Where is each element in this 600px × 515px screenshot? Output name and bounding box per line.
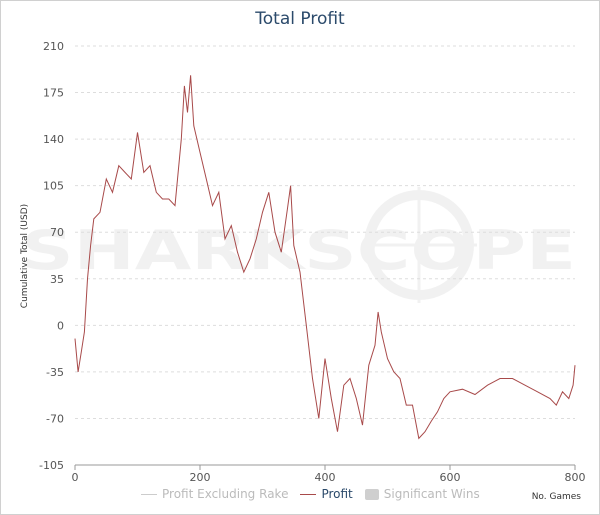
x-tick-label: 400 [315,471,336,484]
legend-box-icon [364,488,379,500]
watermark-crosshair-icon [364,190,474,300]
x-tick-label: 600 [440,471,461,484]
legend-label: Significant Wins [383,487,480,501]
chart-title: Total Profit [255,9,345,29]
y-tick-label: 70 [50,226,64,239]
grid [75,45,575,419]
y-tick-label: 175 [43,87,64,100]
y-tick-label: 210 [43,40,64,53]
y-tick-label: -105 [39,459,64,472]
x-tick-label: 200 [190,471,211,484]
y-tick-label: 105 [43,180,64,193]
y-tick-label: 35 [50,273,64,286]
legend-label: Profit Excluding Rake [162,487,289,501]
legend-item-profit[interactable]: Profit [300,487,353,501]
y-tick-label: -35 [46,366,64,379]
legend-line-icon [141,493,157,495]
legend-label: Profit [321,487,353,501]
y-tick-label: 0 [57,319,64,332]
watermark: SHARKSCOPE [21,187,576,303]
x-axis-ticks: 0 200 400 600 800 [72,465,586,484]
watermark-text: SHARKSCOPE [21,219,576,282]
y-tick-label: -70 [46,412,64,425]
legend-line-icon [300,493,317,495]
y-axis-label: Cumulative Total (USD) [20,204,30,308]
profit-series-line [74,75,576,440]
x-tick-label: 800 [565,471,586,484]
legend: Profit Excluding Rake Profit Significant… [141,487,480,501]
y-tick-label: 140 [43,133,64,146]
x-axis-label: No. Games [532,492,582,502]
legend-item-significant-wins[interactable]: Significant Wins [364,487,480,501]
x-tick-label: 0 [72,471,79,484]
legend-item-profit-excluding-rake[interactable]: Profit Excluding Rake [141,487,288,501]
y-axis-ticks: 210 175 140 105 70 35 0 -35 -70 -105 [39,40,64,472]
